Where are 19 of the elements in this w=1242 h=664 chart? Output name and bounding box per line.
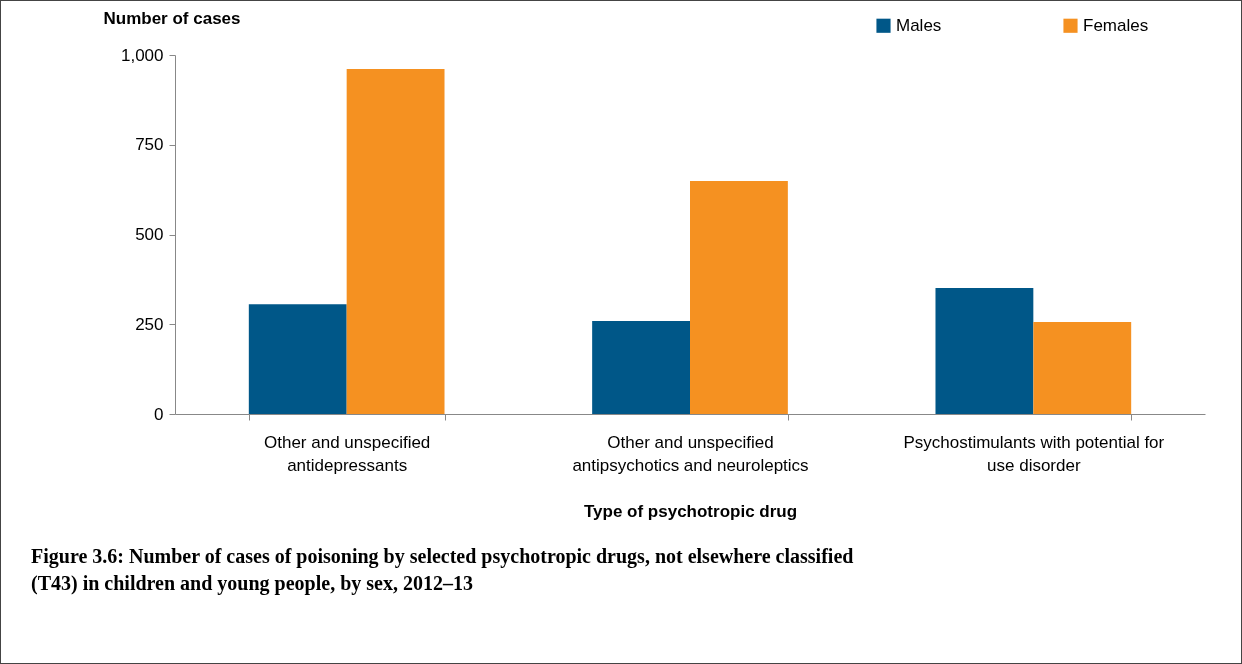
- bar: [346, 69, 445, 414]
- bar: [690, 181, 788, 414]
- x-tick-label: Other and unspecified antidepressants: [263, 432, 431, 475]
- bar: [592, 321, 690, 414]
- x-tick-label: Other and unspecified antipsychotics and neuroleptics: [572, 432, 809, 475]
- bar: [248, 304, 347, 414]
- legend-label: Males: [896, 15, 942, 35]
- bar: [1033, 322, 1132, 414]
- y-tick-label: 500: [135, 225, 164, 244]
- legend-label: Females: [1083, 15, 1149, 35]
- y-tick-label: 1,000: [120, 45, 164, 65]
- x-axis-title: Type of psychotropic drug: [583, 501, 798, 521]
- y-tick-label: 250: [135, 314, 164, 334]
- x-tick-label: Psychostimulants with potential for use disorder: [903, 432, 1165, 475]
- bar: [935, 287, 1034, 414]
- y-tick-label: 750: [135, 135, 164, 155]
- y-axis-title: Number of cases: [103, 8, 241, 28]
- y-tick-label: 0: [154, 404, 164, 424]
- text: Figure 3.6: Number of cases of poisoning by selected psychotropic drugs, not elsewhere classified (T43) in children and young people, by sex, 2012–13: [31, 545, 854, 595]
